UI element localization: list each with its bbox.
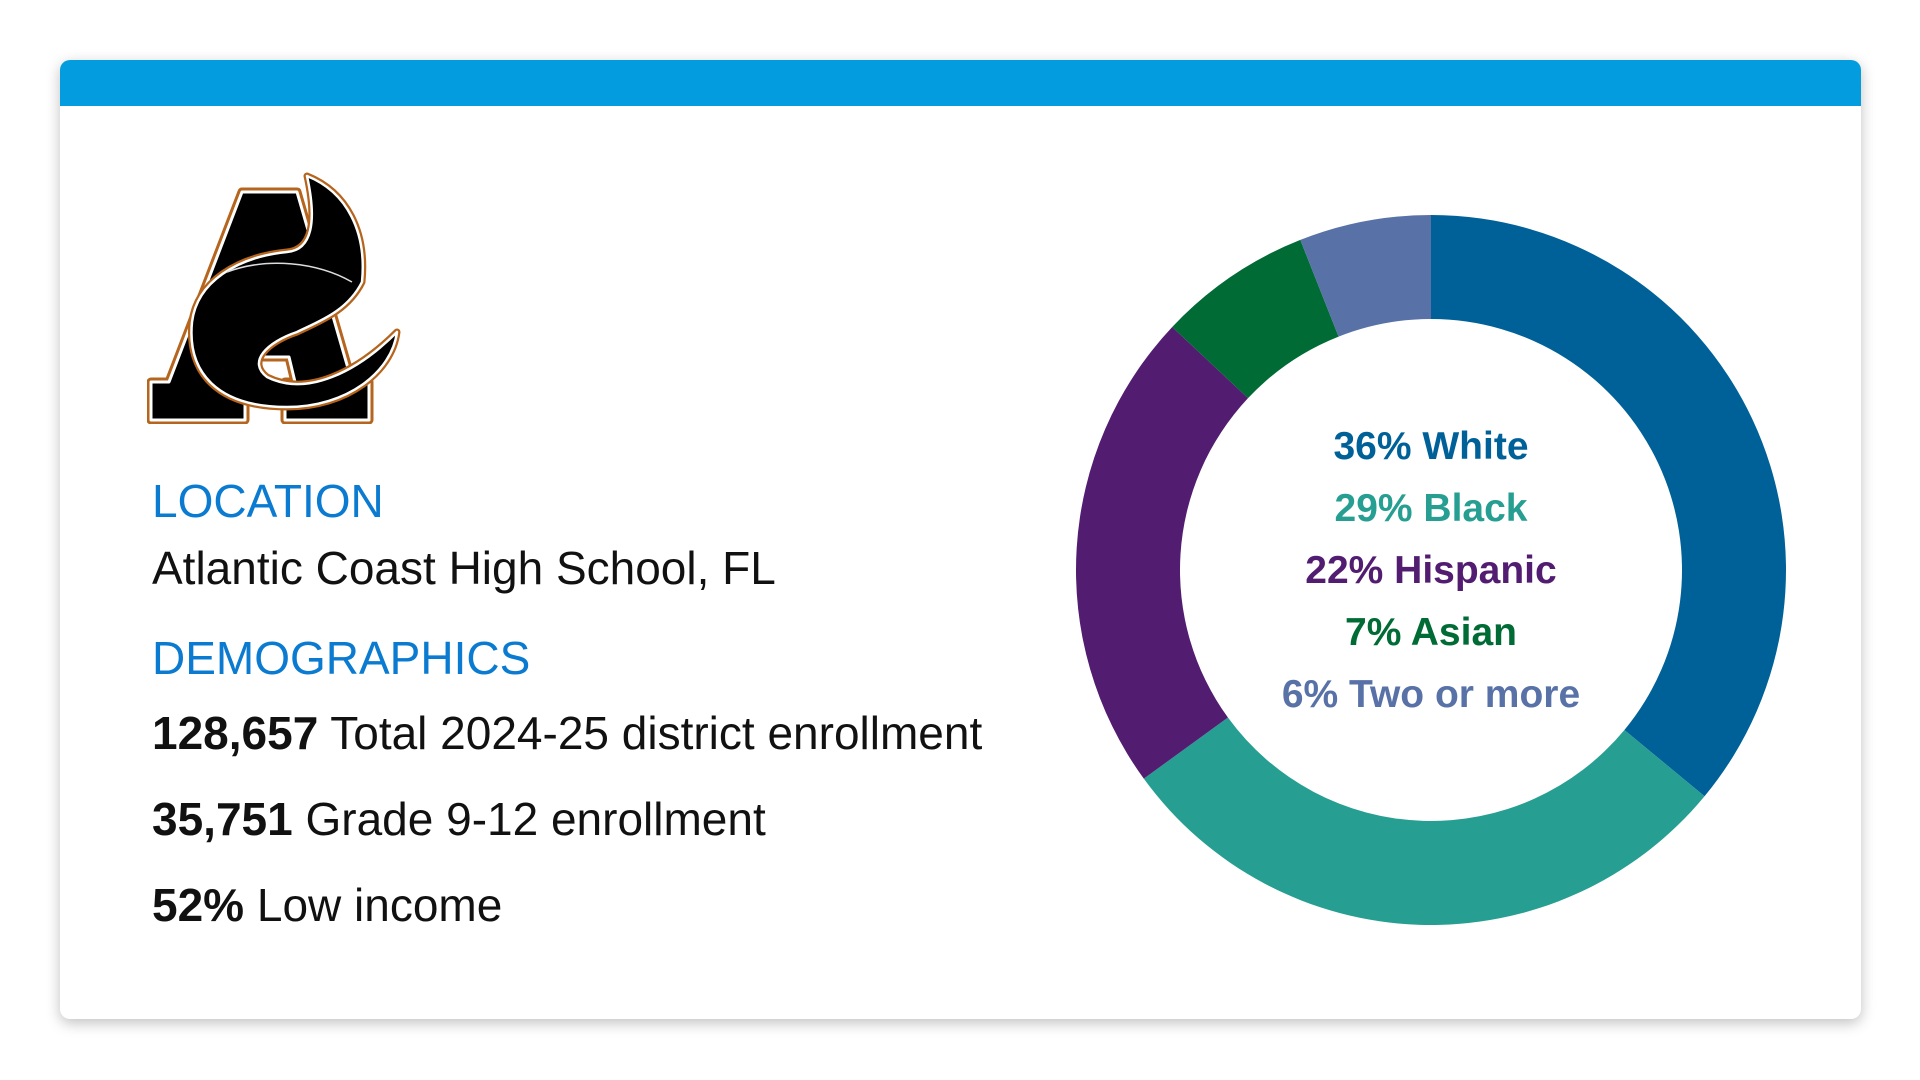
stat-low-income: 52% Low income	[152, 882, 502, 928]
stat-grade-enrollment: 35,751 Grade 9-12 enrollment	[152, 796, 766, 842]
donut-label: 7% Asian	[1345, 611, 1517, 654]
demographics-donut-chart: 36% White 29% Black 22% Hispanic 7% Asian 6%…	[1076, 215, 1786, 925]
stat-label: Low income	[256, 879, 503, 931]
donut-label: 22% Hispanic	[1305, 549, 1556, 592]
stat-total-enrollment: 128,657 Total 2024-25 district enrollmen…	[152, 710, 982, 756]
donut-slice-asian	[1172, 239, 1339, 399]
demographics-heading: DEMOGRAPHICS	[152, 632, 531, 684]
stat-value: 52%	[152, 879, 245, 931]
stat-value: 128,657	[152, 707, 319, 759]
accent-bar	[60, 60, 1861, 106]
school-logo	[147, 172, 401, 424]
location-heading: LOCATION	[152, 475, 384, 527]
donut-label: 6% Two or more	[1282, 673, 1580, 716]
donut-label: 29% Black	[1335, 487, 1528, 530]
donut-slice-white	[1431, 215, 1786, 797]
donut-slice-two-or-more	[1300, 215, 1431, 337]
location-value: Atlantic Coast High School, FL	[152, 542, 776, 594]
stat-value: 35,751	[152, 793, 293, 845]
donut-slice-hispanic	[1076, 326, 1249, 779]
donut-label: 36% White	[1333, 425, 1528, 468]
school-profile-card: LOCATION Atlantic Coast High School, FL …	[60, 60, 1861, 1019]
stat-label: Total 2024-25 district enrollment	[330, 707, 983, 759]
donut-slice-black	[1143, 717, 1705, 925]
stat-label: Grade 9-12 enrollment	[305, 793, 766, 845]
